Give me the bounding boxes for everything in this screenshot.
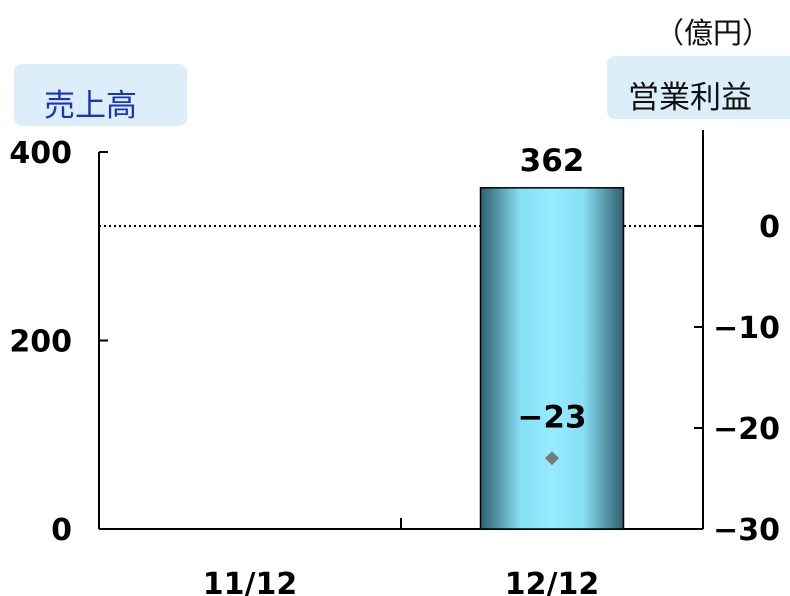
- category-label: 12/12: [505, 567, 599, 596]
- right-tick-label: −20: [713, 412, 780, 447]
- right-axis-title-box: [607, 56, 790, 119]
- left-tick-label: 0: [51, 513, 72, 548]
- unit-label: （億円）: [655, 16, 772, 50]
- right-tick-label: 0: [759, 210, 780, 245]
- left-tick-label: 200: [9, 325, 72, 360]
- revenue-data-label: 362: [520, 143, 585, 179]
- category-label: 11/12: [203, 567, 297, 596]
- right-tick-label: −30: [713, 513, 780, 548]
- revenue-bar: [479, 187, 625, 530]
- operating-profit-point: [545, 451, 559, 466]
- right-axis-title: 営業利益: [628, 80, 752, 116]
- left-tick-label: 400: [9, 136, 72, 171]
- left-axis-title: 売上高: [44, 88, 137, 124]
- marks: 362 −23: [479, 143, 625, 530]
- axes: 0 200 400 0 −10 −20 −30 11/12 12/12: [9, 130, 780, 596]
- right-tick-label: −10: [713, 311, 780, 346]
- left-axis-title-box: [14, 64, 187, 126]
- operating-profit-data-label: −23: [517, 399, 586, 435]
